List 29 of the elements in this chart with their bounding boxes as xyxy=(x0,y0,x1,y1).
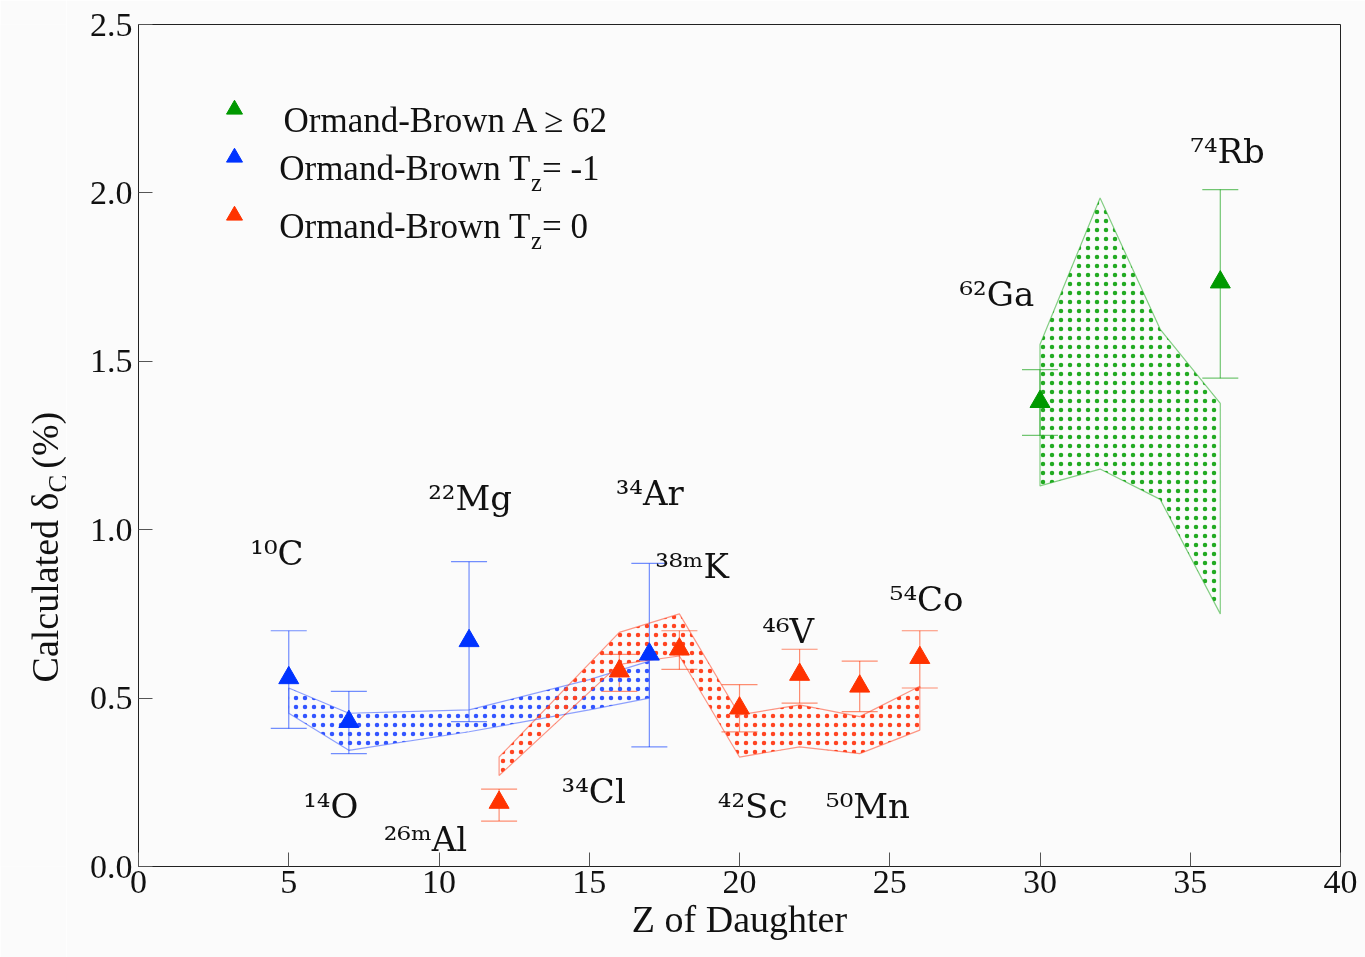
annotation: ⁵⁴Co xyxy=(889,578,964,619)
y-tick-label: 1.5 xyxy=(90,342,133,380)
annotation: ⁵⁰Mn xyxy=(826,785,911,826)
annotation: ³⁸ᵐK xyxy=(655,545,730,586)
annotation: ⁶²Ga xyxy=(959,273,1035,314)
x-tick-label: 10 xyxy=(422,862,456,900)
x-tick-label: 30 xyxy=(1023,862,1057,900)
annotation: ¹⁰C xyxy=(250,533,304,574)
y-tick-label: 0.5 xyxy=(90,679,133,717)
x-tick-label: 15 xyxy=(572,862,607,900)
x-tick-label: 35 xyxy=(1173,862,1208,900)
annotation: ²⁶ᵐAl xyxy=(383,818,468,859)
y-tick-label: 2.0 xyxy=(90,173,133,211)
x-tick-label: 20 xyxy=(722,862,757,900)
annotation: ³⁴Cl xyxy=(561,770,626,811)
annotation: ⁴²Sc xyxy=(717,785,788,826)
x-tick-label: 0 xyxy=(130,862,147,900)
annotation: ⁷⁴Rb xyxy=(1190,130,1265,171)
x-tick-label: 5 xyxy=(280,862,298,900)
x-tick-label: 40 xyxy=(1323,862,1358,900)
annotation: ⁴⁶V xyxy=(762,610,816,651)
annotation: ³⁴Ar xyxy=(615,472,685,513)
x-axis-title: Z of Daughter xyxy=(631,897,848,940)
legend-label: Ormand-Brown A ≥ 62 xyxy=(283,101,607,140)
annotation: ¹⁴O xyxy=(303,785,359,826)
y-tick-label: 2.5 xyxy=(90,5,133,43)
x-tick-label: 25 xyxy=(872,862,907,900)
y-tick-label: 1.0 xyxy=(90,510,133,548)
annotation: ²²Mg xyxy=(428,477,513,518)
